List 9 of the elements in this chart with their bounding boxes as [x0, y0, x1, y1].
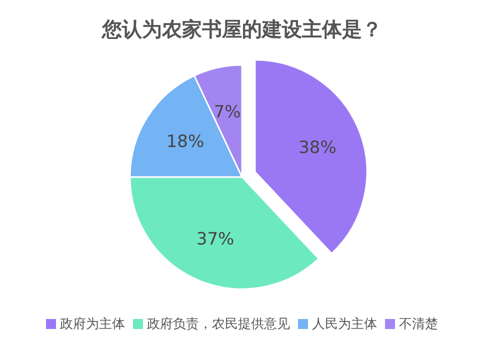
data-label: 38%	[298, 138, 336, 158]
legend-label: 政府为主体	[60, 316, 125, 332]
data-label: 7%	[214, 102, 241, 122]
legend-label: 不清楚	[399, 317, 438, 332]
data-label: 37%	[196, 230, 234, 250]
legend-label: 人民为主体	[312, 316, 377, 332]
data-label: 18%	[166, 132, 204, 152]
legend-label: 政府负责，农民提供意见	[147, 316, 290, 332]
chart-title: 您认为农家书屋的建设主体是？	[101, 17, 382, 41]
